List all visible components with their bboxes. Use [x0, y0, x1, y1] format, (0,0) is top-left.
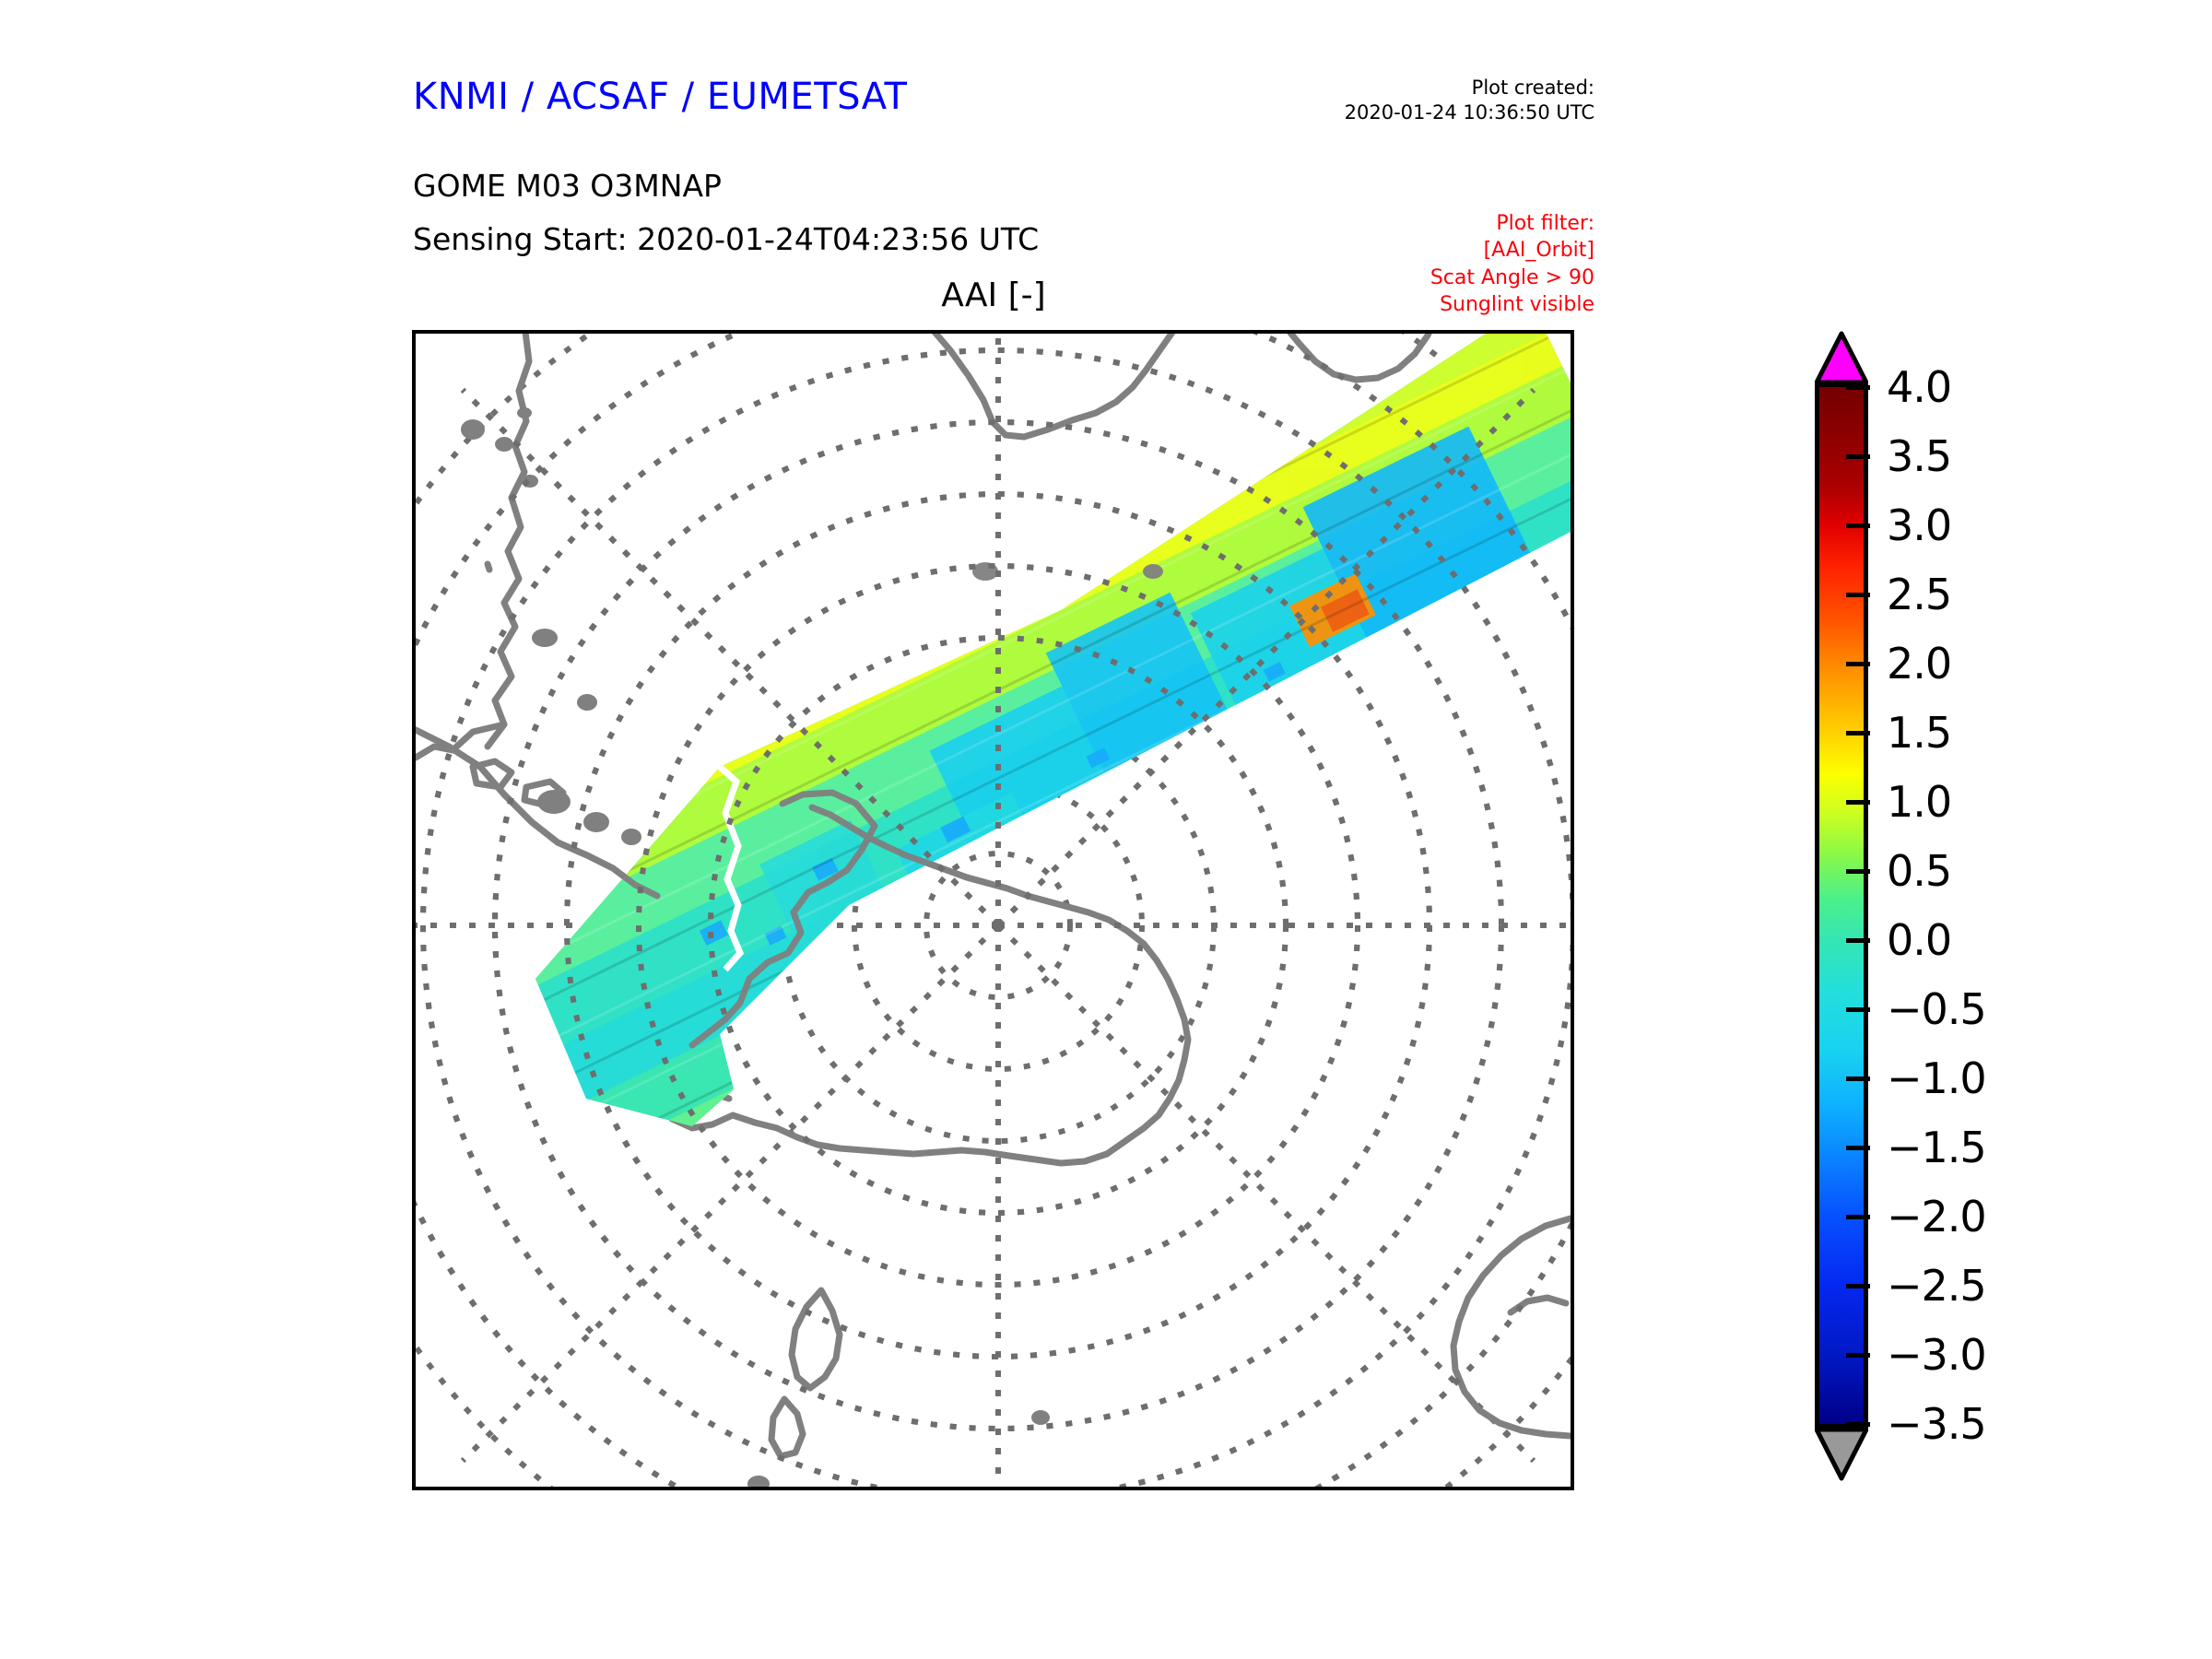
- colorbar-tick-label: 1.5: [1887, 708, 1952, 758]
- colorbar-tick-mark: [1846, 454, 1870, 459]
- colorbar-tick-mark: [1846, 1215, 1870, 1219]
- colorbar-tick-mark: [1846, 800, 1870, 805]
- colorbar-tick-mark: [1846, 1146, 1870, 1150]
- colorbar-tick-label: −2.0: [1887, 1192, 1987, 1241]
- colorbar-tick-mark: [1846, 593, 1870, 597]
- colorbar-tick-label: 2.0: [1887, 639, 1952, 688]
- colorbar-tick-label: −1.0: [1887, 1053, 1987, 1103]
- aai-swath-data: [535, 334, 1571, 1126]
- page-title: AAI [-]: [941, 276, 1046, 314]
- colorbar-tick-label: −0.5: [1887, 984, 1987, 1034]
- colorbar-tick-mark: [1846, 662, 1870, 666]
- organisation-title: KNMI / ACSAF / EUMETSAT: [413, 76, 908, 118]
- colorbar-tick-mark: [1846, 731, 1870, 735]
- colorbar-tick-mark: [1846, 385, 1870, 390]
- graticule-meridians: [416, 334, 1571, 1487]
- plot-created-block: Plot created: 2020-01-24 10:36:50 UTC: [1318, 76, 1594, 125]
- colorbar-tick-label: 3.0: [1887, 500, 1952, 550]
- colorbar-tick-label: 3.5: [1887, 431, 1952, 481]
- plot-filter-scat-angle: Scat Angle > 90: [1430, 265, 1594, 289]
- colorbar-tick-label: −2.5: [1887, 1261, 1987, 1311]
- colorbar-tick-label: 0.5: [1887, 846, 1952, 896]
- sensing-start-line: Sensing Start: 2020-01-24T04:23:56 UTC: [413, 221, 1040, 257]
- colorbar-tick-label: −3.5: [1887, 1399, 1987, 1449]
- colorbar-tick-mark: [1846, 1422, 1870, 1427]
- graticule-overlay: [416, 334, 1571, 1487]
- colorbar-tick-mark: [1846, 869, 1870, 874]
- colorbar: 4.0 3.5 3.0 2.5 2.0 1.5 1.0 0.5 0.0 −0.5 −1.0 −1.5 −…: [1802, 327, 2189, 1535]
- colorbar-tick-label: 1.0: [1887, 777, 1952, 827]
- colorbar-tick-mark: [1846, 1353, 1870, 1358]
- colorbar-tick-mark: [1846, 524, 1870, 528]
- colorbar-tick-label: 2.5: [1887, 570, 1952, 619]
- colorbar-tick-label: 4.0: [1887, 362, 1952, 412]
- plot-filter-sunglint: Sunglint visible: [1440, 293, 1594, 317]
- plot-created-timestamp: 2020-01-24 10:36:50 UTC: [1344, 100, 1594, 124]
- colorbar-tick-label: −1.5: [1887, 1123, 1987, 1172]
- colorbar-over-arrow: [1815, 331, 1868, 384]
- colorbar-tick-mark: [1846, 1007, 1870, 1012]
- plot-filter-block: Plot filter: [AAI_Orbit] Scat Angle > 90…: [1318, 210, 1594, 319]
- colorbar-tick-label: 0.0: [1887, 915, 1952, 965]
- map-plot-area: [412, 330, 1574, 1490]
- product-title: GOME M03 O3MNAP: [413, 168, 722, 204]
- colorbar-under-arrow: [1815, 1428, 1868, 1481]
- coastlines-overlay: [416, 562, 1163, 1049]
- plot-filter-label: Plot filter:: [1496, 212, 1594, 235]
- colorbar-tick-label: −3.0: [1887, 1330, 1987, 1380]
- colorbar-tick-mark: [1846, 1077, 1870, 1081]
- polar-map: [416, 334, 1571, 1487]
- plot-created-label: Plot created:: [1471, 76, 1594, 99]
- plot-filter-orbit: [AAI_Orbit]: [1483, 239, 1594, 263]
- colorbar-tick-mark: [1846, 1284, 1870, 1288]
- colorbar-gradient-body: [1815, 382, 1868, 1429]
- colorbar-tick-mark: [1846, 938, 1870, 943]
